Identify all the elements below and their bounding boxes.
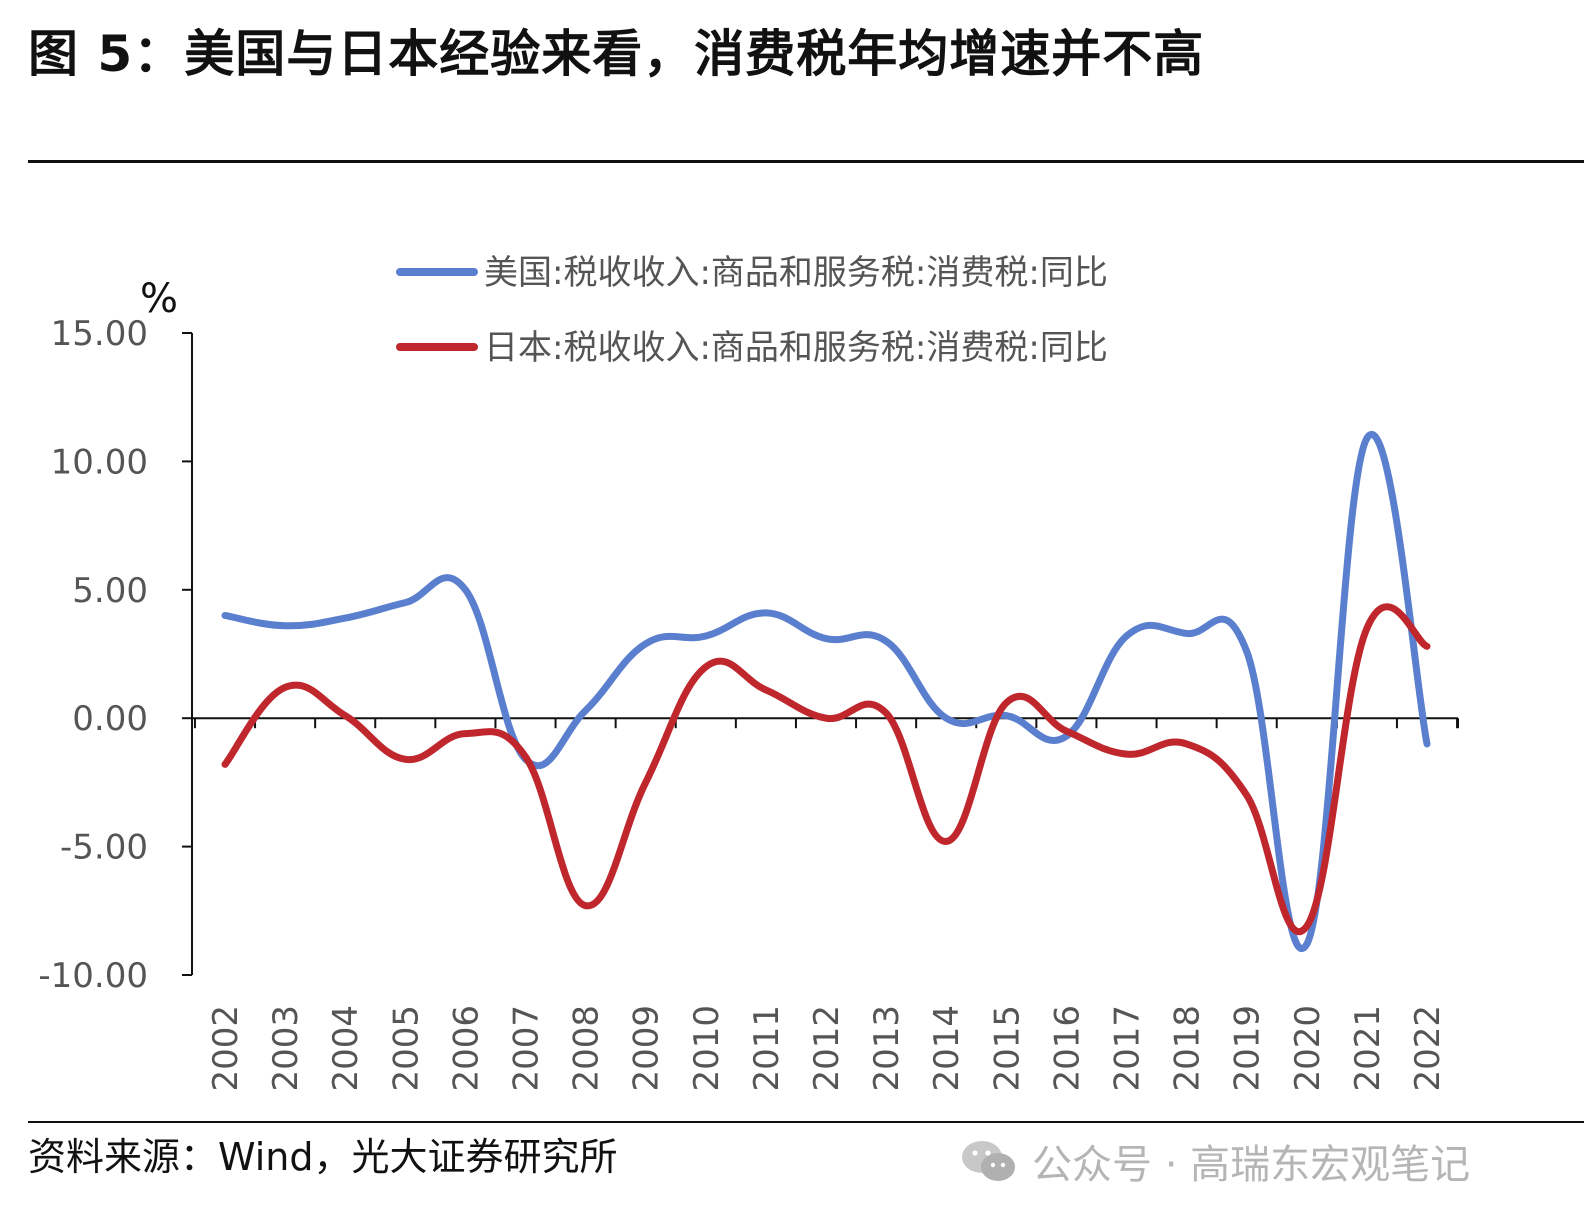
x-tick-label: 2006 [446, 1005, 486, 1092]
data-point [1424, 741, 1430, 747]
data-point [462, 587, 468, 593]
y-tick-label: -5.00 [60, 828, 148, 868]
data-point [1003, 700, 1009, 706]
japan-consumption-tax-line [221, 603, 1431, 936]
data-point [883, 638, 889, 644]
us-consumption-tax-line [221, 431, 1431, 952]
y-tick-label: -10.00 [38, 956, 148, 996]
x-tick-label: 2014 [927, 1005, 967, 1092]
data-point [823, 715, 829, 721]
data-point [222, 612, 228, 618]
data-point [342, 615, 348, 621]
y-tick-label: 10.00 [51, 442, 148, 482]
data-point [342, 713, 348, 719]
data-point [823, 636, 829, 642]
data-point [402, 600, 408, 606]
data-point [1003, 713, 1009, 719]
y-unit-label: % [140, 276, 178, 322]
x-tick-label: 2017 [1108, 1005, 1148, 1092]
data-point [282, 623, 288, 629]
x-tick-label: 2022 [1408, 1005, 1448, 1092]
x-tick-label: 2021 [1348, 1005, 1388, 1092]
data-point [1244, 792, 1250, 798]
x-tick-label: 2018 [1168, 1005, 1208, 1092]
watermark-text: 公众号 · 高瑞东宏观笔记 [1032, 1142, 1471, 1188]
title-divider [28, 160, 1584, 163]
line-chart: -10.00 -5.00 0.00 5.00 10.00 15.00% 2002 2003 20… [38, 253, 1459, 1092]
data-point [282, 684, 288, 690]
data-point [943, 715, 949, 721]
x-tick-label: 2004 [326, 1005, 366, 1092]
x-tick-label: 2008 [567, 1005, 607, 1092]
y-tick-label: 15.00 [51, 314, 148, 354]
data-point [1304, 923, 1310, 929]
y-tick-label: 5.00 [72, 571, 148, 611]
data-point [462, 731, 468, 737]
data-point [583, 707, 589, 713]
data-point [763, 610, 769, 616]
data-point [1124, 751, 1130, 757]
x-tick-label: 2010 [687, 1005, 727, 1092]
data-point [643, 641, 649, 647]
x-tick-label: 2009 [627, 1005, 667, 1092]
data-point [402, 756, 408, 762]
data-point [1364, 625, 1370, 631]
data-point [1424, 643, 1430, 649]
x-tick-label: 2011 [747, 1005, 787, 1092]
wechat-icon [962, 1141, 1015, 1181]
data-point [703, 664, 709, 670]
source-divider [28, 1121, 1584, 1123]
data-point [583, 903, 589, 909]
data-point [1124, 633, 1130, 639]
data-point [883, 710, 889, 716]
x-tick-label: 2003 [266, 1005, 306, 1092]
watermark: 公众号 · 高瑞东宏观笔记 [960, 1132, 1470, 1190]
x-tick-label: 2002 [206, 1005, 246, 1092]
data-point [1364, 435, 1370, 441]
legend-label: 日本:税收收入:商品和服务税:消费税:同比 [484, 328, 1108, 368]
data-point [1244, 648, 1250, 654]
y-tick-label: 0.00 [72, 699, 148, 739]
x-tick-label: 2015 [987, 1005, 1027, 1092]
data-point [1184, 741, 1190, 747]
data-point [1304, 941, 1310, 947]
chart-title: 图 5：美国与日本经验来看，消费税年均增速并不高 [28, 25, 1205, 83]
x-tick-label: 2016 [1047, 1005, 1087, 1092]
data-point [703, 633, 709, 639]
data-point [523, 754, 529, 760]
data-point [943, 838, 949, 844]
data-point [643, 779, 649, 785]
x-tick-label: 2007 [507, 1005, 547, 1092]
x-tick-label: 2013 [867, 1005, 907, 1092]
data-point [763, 687, 769, 693]
x-tick-label: 2020 [1288, 1005, 1328, 1092]
x-tick-label: 2019 [1228, 1005, 1268, 1092]
x-tick-label: 2012 [807, 1005, 847, 1092]
x-tick-label: 2005 [386, 1005, 426, 1092]
data-point [1184, 630, 1190, 636]
legend-label: 美国:税收收入:商品和服务税:消费税:同比 [484, 253, 1108, 293]
source-note: 资料来源：Wind，光大证券研究所 [28, 1135, 618, 1179]
data-point [222, 761, 228, 767]
data-point [1063, 728, 1069, 734]
